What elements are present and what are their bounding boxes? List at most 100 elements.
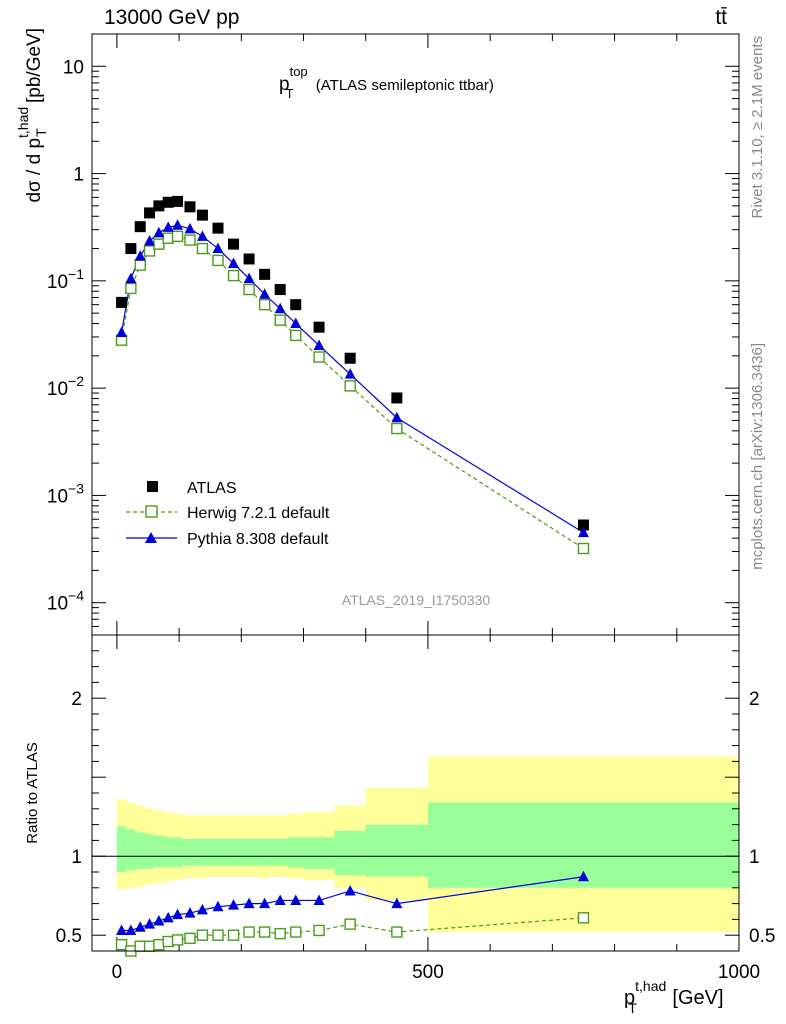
ratio-band-green	[303, 837, 336, 869]
main-y-tick-label-exp: −3	[68, 480, 84, 496]
pythia-point	[274, 302, 286, 314]
pythia-point	[228, 899, 240, 910]
ratio-band-green	[116, 826, 127, 872]
pythia-point	[172, 908, 184, 920]
pythia-point	[577, 870, 589, 882]
main-y-tick-label: 10−1	[47, 266, 84, 293]
pythia-point	[243, 897, 255, 909]
herwig-point	[243, 283, 255, 296]
herwig-point	[313, 351, 325, 363]
pythia-point	[116, 924, 128, 935]
legend-item-pythia: Pythia 8.308 default	[126, 531, 329, 548]
main-y-tick-label-base: 10	[47, 379, 68, 400]
ratio-y-tick-label: 1	[71, 847, 82, 868]
data-point	[391, 392, 403, 404]
herwig-point	[290, 926, 302, 938]
main-y-tick-label: 10	[63, 57, 84, 78]
ratio-frame	[91, 634, 740, 952]
data-point	[134, 221, 146, 233]
pythia-point	[344, 368, 356, 379]
x-axis-label-unit: [GeV]	[667, 987, 724, 1009]
data-point	[259, 268, 271, 280]
herwig-point	[243, 926, 255, 938]
herwig-point	[212, 929, 224, 941]
herwig-point	[227, 269, 240, 282]
herwig-point	[134, 940, 146, 952]
x-tick-label: 500	[412, 962, 444, 983]
data-point	[162, 196, 174, 208]
plot-title-sub: T	[286, 86, 294, 101]
plot-title-text: (ATLAS semileptonic ttbar)	[312, 77, 494, 94]
main-y-tick-label-exp: −4	[68, 588, 84, 604]
main-series-layer	[115, 195, 590, 555]
pythia-point	[162, 221, 174, 232]
x-tick-label: 0	[112, 962, 123, 983]
herwig-point	[344, 380, 356, 392]
pythia-point	[134, 250, 146, 261]
ratio-y-tick-label: 0.5	[56, 926, 82, 947]
main-y-tick-label-exp: −1	[68, 266, 84, 282]
main-y-tick-label-base: 10	[47, 272, 68, 293]
herwig-point	[274, 927, 286, 940]
pythia-point	[212, 900, 224, 912]
herwig-point	[290, 329, 302, 342]
x-axis-label-main: p	[624, 987, 635, 1009]
ratio-band-green	[126, 829, 137, 871]
pythia-point	[313, 339, 325, 350]
pythia-point	[172, 219, 184, 230]
main-y-tick-label: 10−4	[47, 588, 84, 615]
ratio-band-green	[365, 824, 429, 877]
pythia-point	[290, 894, 302, 905]
ratio-band-green	[154, 835, 165, 868]
herwig-point	[184, 932, 196, 945]
mcplots-label: mcplots.cern.ch [arXiv:1306.3436]	[749, 343, 766, 570]
energy-label: 13000 GeV pp	[104, 6, 239, 29]
rivet-label: Rivet 3.1.10, ≥ 2.1M events	[749, 36, 766, 219]
main-y-tick-label-exp: −2	[68, 373, 84, 389]
ratio-band-green	[144, 834, 155, 869]
pythia-point	[391, 897, 403, 909]
herwig-point	[212, 254, 224, 267]
herwig-point	[115, 938, 128, 951]
ratio-band-green	[172, 837, 183, 868]
ratio-band-green	[269, 838, 289, 866]
legend-item-data: ATLAS	[147, 480, 237, 497]
main-y-tick-label: 10−3	[47, 480, 84, 507]
herwig-point	[196, 929, 209, 941]
ratio-y-tick-label-right: 1	[749, 847, 760, 868]
ratio-y-tick-label: 2	[71, 689, 82, 710]
legend-label-pythia: Pythia 8.308 default	[187, 531, 329, 548]
herwig-point	[162, 232, 174, 244]
main-y-axis-label-sub: T	[33, 128, 49, 137]
pythia-point	[259, 897, 271, 909]
pythia-point	[243, 272, 255, 284]
pythia-point	[228, 257, 240, 269]
ratio-uncertainty-bands	[116, 756, 740, 933]
pythia-point	[274, 894, 286, 905]
data-point	[243, 253, 255, 265]
pythia-point	[153, 226, 165, 238]
x-axis-label-sub: T	[628, 1000, 637, 1016]
pythia-point	[344, 884, 356, 896]
herwig-point	[227, 929, 240, 941]
main-y-tick-label: 10−2	[47, 373, 84, 400]
main-y-tick-label-base: 10	[47, 594, 68, 615]
data-point	[196, 209, 208, 221]
ratio-series-layer	[115, 870, 590, 957]
data-point	[577, 519, 589, 531]
herwig-point	[344, 918, 356, 930]
data-point	[212, 222, 224, 234]
pythia-point	[391, 411, 403, 423]
herwig-point	[258, 298, 271, 311]
legend-item-herwig: Herwig 7.2.1 default	[126, 505, 330, 522]
herwig-point	[577, 542, 590, 555]
legend-label-herwig: Herwig 7.2.1 default	[187, 505, 330, 522]
pythia-point	[184, 222, 196, 234]
herwig-point	[258, 926, 271, 938]
herwig-point	[125, 282, 137, 295]
plot-title-sup: top	[290, 64, 308, 79]
main-y-axis-label-sup: t,had	[15, 107, 31, 138]
ratio-band-green	[135, 832, 146, 869]
